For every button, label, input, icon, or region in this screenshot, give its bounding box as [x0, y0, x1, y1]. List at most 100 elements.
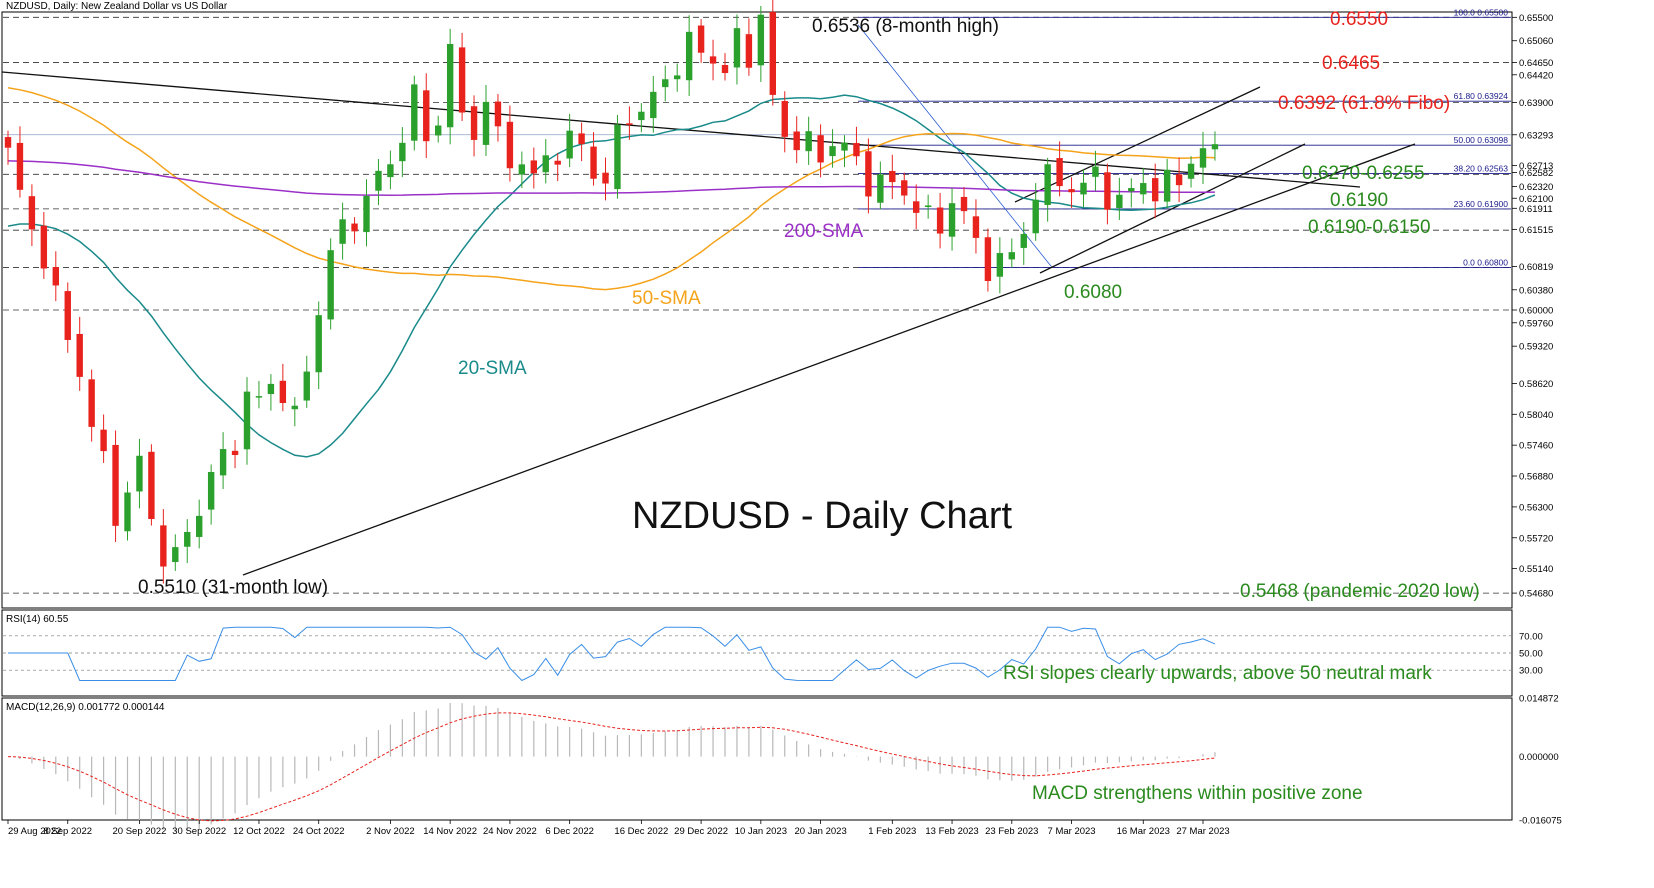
candle-body: [458, 47, 466, 113]
candle-body: [829, 146, 836, 157]
candle-body: [387, 164, 394, 178]
fib-level-label: 23.60 0.61900: [1454, 199, 1509, 209]
candle-body: [1068, 189, 1075, 193]
candle-body: [769, 11, 776, 95]
y-tick-label: 0.56300: [1519, 502, 1553, 513]
candle-body: [243, 391, 251, 450]
annotation-0.6465: 0.6465: [1322, 53, 1380, 74]
annotation-0.6550: 0.6550: [1330, 9, 1388, 30]
candle-body: [685, 31, 693, 81]
x-tick-label: 30 Sep 2022: [172, 826, 226, 837]
y-tick-label: 0.65060: [1519, 36, 1553, 47]
y-tick-label: 0.62713: [1519, 161, 1553, 172]
fib-level-label: 61.80 0.63924: [1454, 91, 1509, 101]
y-tick-label: 0.59760: [1519, 318, 1553, 329]
annotation-0.6190: 0.6190: [1330, 190, 1388, 211]
candle-body: [40, 225, 48, 269]
candle-body: [1104, 172, 1111, 210]
candle-body: [924, 205, 932, 207]
y-tick-label: 0.61515: [1519, 225, 1553, 236]
candle-body: [136, 455, 143, 492]
candle-body: [662, 79, 669, 88]
candle-body: [530, 160, 537, 174]
rsi-tick-label: 30.00: [1519, 666, 1543, 677]
candle-body: [518, 164, 526, 175]
candle-body: [231, 450, 239, 456]
candle-body: [1044, 164, 1051, 205]
x-tick-label: 24 Oct 2022: [293, 826, 345, 837]
annotation-0.6270-0.6255: 0.6270-0.6255: [1302, 163, 1425, 184]
annotation-8-month-high: 0.6536 (8-month high): [812, 16, 999, 37]
candle-body: [411, 84, 418, 141]
candle-body: [578, 133, 585, 145]
x-tick-label: 7 Mar 2023: [1048, 826, 1096, 837]
candle-body: [542, 155, 549, 173]
y-tick-label: 0.60380: [1519, 285, 1553, 296]
candle-body: [375, 170, 382, 191]
y-tick-label: 0.64650: [1519, 58, 1553, 69]
x-tick-label: 13 Feb 2023: [925, 826, 978, 837]
candle-body: [901, 180, 908, 196]
y-tick-label: 0.55720: [1519, 533, 1553, 544]
candle-body: [733, 28, 741, 68]
x-tick-label: 20 Sep 2022: [113, 826, 167, 837]
candle-body: [160, 525, 167, 567]
candle-body: [184, 531, 191, 547]
fib-level-label: 50.00 0.63098: [1454, 135, 1509, 145]
x-tick-label: 1 Feb 2023: [868, 826, 916, 837]
candle-body: [757, 14, 765, 66]
candle-body: [446, 43, 454, 128]
ma-50-sma: [7, 86, 1215, 291]
fib-anchor-line: [857, 24, 1053, 268]
label-200-sma: 200-SMA: [784, 221, 864, 242]
candle-body: [996, 253, 1004, 277]
x-tick-label: 24 Nov 2022: [483, 826, 537, 837]
candle-body: [638, 111, 645, 121]
x-tick-label: 10 Jan 2023: [735, 826, 787, 837]
macd-tick-label: -0.016075: [1519, 816, 1562, 827]
candle-body: [399, 142, 406, 162]
candle-body: [494, 101, 502, 127]
candle-body: [626, 123, 633, 125]
candle-body: [817, 135, 824, 163]
y-tick-label: 0.62582: [1519, 168, 1553, 179]
y-tick-label: 0.61911: [1519, 204, 1553, 215]
y-tick-label: 0.60000: [1519, 306, 1553, 317]
candle-body: [960, 196, 968, 212]
candle-body: [219, 449, 227, 476]
candle-body: [267, 383, 275, 395]
candle-body: [841, 142, 848, 151]
rsi-tick-label: 70.00: [1519, 631, 1543, 642]
macd-annotation: MACD strengthens within positive zone: [1032, 783, 1363, 804]
candle-body: [936, 207, 944, 234]
y-tick-label: 0.63293: [1519, 130, 1553, 141]
macd-tick-label: 0.014872: [1519, 694, 1559, 705]
rsi-line: [8, 626, 1216, 682]
macd-panel: [1, 697, 1513, 821]
x-tick-label: 16 Mar 2023: [1117, 826, 1170, 837]
candle-body: [327, 250, 334, 320]
x-tick-label: 20 Jan 2023: [794, 826, 846, 837]
y-tick-label: 0.63900: [1519, 98, 1553, 109]
candle-body: [423, 90, 430, 142]
y-tick-label: 0.58620: [1519, 379, 1553, 390]
candle-body: [1080, 182, 1087, 195]
candle-body: [88, 379, 95, 427]
candle-body: [482, 101, 490, 145]
candle-body: [1199, 148, 1207, 168]
candle-body: [363, 195, 370, 233]
candle-body: [1163, 169, 1171, 202]
fib-level-label: 100.0 0.65500: [1454, 7, 1509, 17]
trend-line: [242, 143, 1416, 576]
macd-signal-line: [7, 712, 1215, 822]
macd-header: MACD(12,26,9) 0.001772 0.000144: [6, 702, 165, 713]
candle-body: [124, 492, 131, 532]
candle-body: [566, 130, 573, 159]
candle-body: [435, 125, 442, 136]
candle-body: [745, 34, 753, 68]
candle-body: [865, 151, 872, 197]
candle-body: [853, 143, 860, 157]
candle-body: [291, 405, 298, 410]
candle-body: [52, 267, 59, 286]
candle-body: [948, 203, 956, 237]
